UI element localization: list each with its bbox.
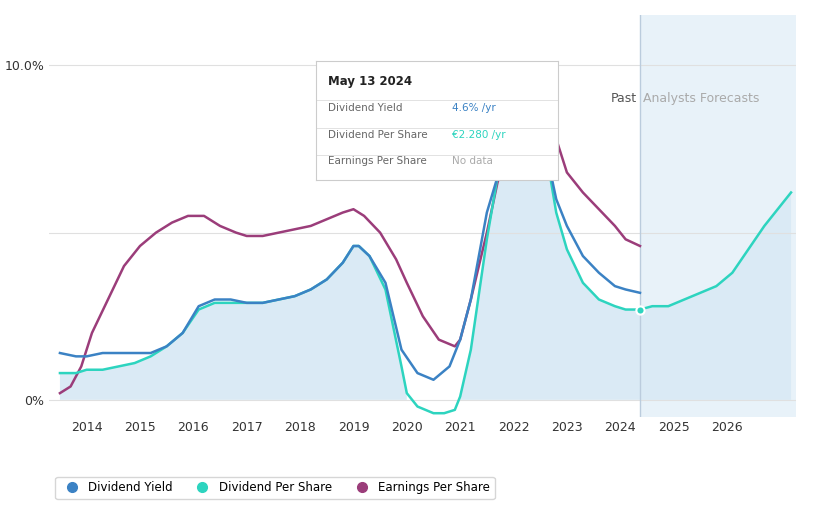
Text: No data: No data [452,156,493,166]
Text: €2.280 /yr: €2.280 /yr [452,130,506,140]
Text: Dividend Yield: Dividend Yield [328,103,402,113]
Point [634,305,647,313]
Text: 4.6% /yr: 4.6% /yr [452,103,495,113]
Text: Earnings Per Share: Earnings Per Share [328,156,427,166]
Text: May 13 2024: May 13 2024 [328,75,412,88]
Text: Analysts Forecasts: Analysts Forecasts [643,92,759,105]
Text: Past: Past [611,92,637,105]
Legend: Dividend Yield, Dividend Per Share, Earnings Per Share: Dividend Yield, Dividend Per Share, Earn… [55,477,494,499]
Text: Dividend Per Share: Dividend Per Share [328,130,428,140]
Bar [640,15,796,417]
